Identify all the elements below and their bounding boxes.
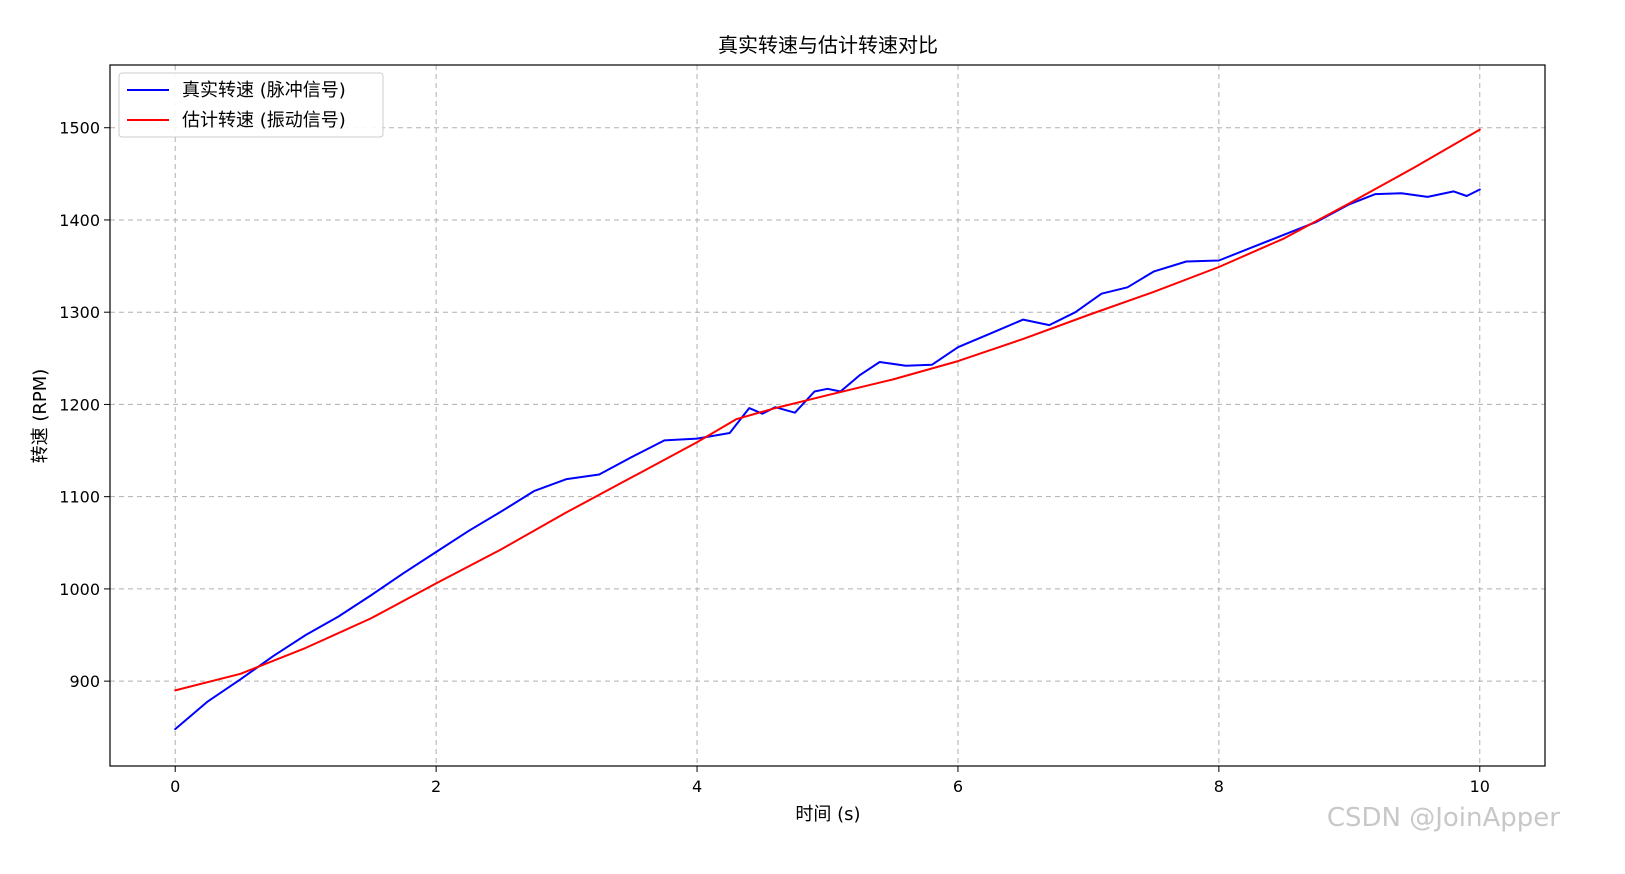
- legend-label-real: 真实转速 (脉冲信号): [182, 80, 346, 101]
- x-tick-label: 10: [1470, 777, 1490, 796]
- x-axis-label: 时间 (s): [795, 804, 860, 825]
- legend-label-estimated: 估计转速 (振动信号): [182, 110, 346, 131]
- x-tick-label: 4: [692, 777, 702, 796]
- plot-frame: [109, 64, 1546, 767]
- y-tick-label: 1300: [59, 303, 100, 322]
- estimated-speed-line: [174, 128, 1481, 692]
- x-tick-label: 2: [431, 777, 441, 796]
- x-tick-label: 0: [170, 777, 180, 796]
- y-axis-label: 转速 (RPM): [30, 369, 51, 464]
- series-layer: [174, 128, 1481, 731]
- x-tick-label: 8: [1214, 777, 1224, 796]
- legend-box: [118, 72, 384, 138]
- x-tick-label: 6: [953, 777, 963, 796]
- y-tick-label: 1200: [59, 395, 100, 414]
- y-tick-label: 900: [69, 672, 100, 691]
- y-tick-label: 1000: [59, 580, 100, 599]
- y-tick-label: 1400: [59, 211, 100, 230]
- legend: 真实转速 (脉冲信号) 估计转速 (振动信号): [118, 72, 384, 138]
- watermark: CSDN @JoinApper: [1327, 803, 1560, 833]
- y-tick-label: 1100: [59, 488, 100, 507]
- y-tick-label: 1500: [59, 119, 100, 138]
- chart-title: 真实转速与估计转速对比: [718, 33, 938, 57]
- ticks: 0 2 4 6 8 10 900 1000 1100 1200 1300 1400 1500: [59, 119, 1490, 796]
